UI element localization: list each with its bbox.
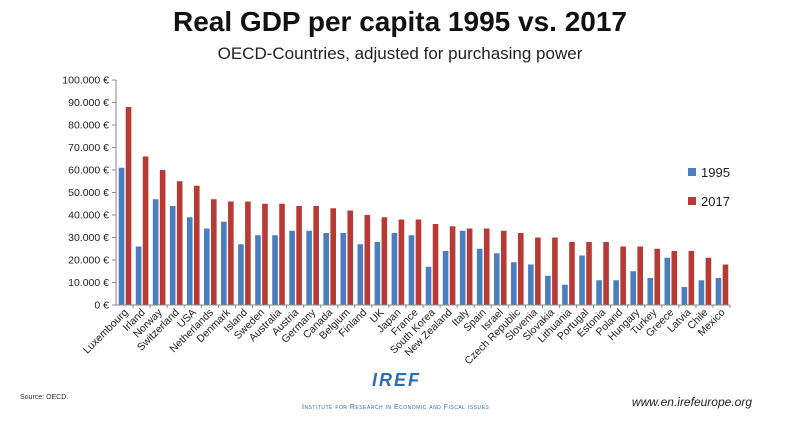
bar-1995 <box>118 167 125 305</box>
bar-2017 <box>228 201 234 305</box>
bar-1995 <box>255 235 261 305</box>
bar-1995 <box>272 235 278 305</box>
bar-2017 <box>671 251 678 305</box>
bar-1995 <box>374 242 381 305</box>
y-tick-label: 20.000 € <box>68 255 109 267</box>
bar-1995 <box>238 244 244 305</box>
bar-1995 <box>647 278 654 305</box>
website-link[interactable]: www.en.irefeurope.org <box>631 395 752 409</box>
bar-2017 <box>193 185 200 305</box>
bar-2017 <box>552 237 558 305</box>
x-tick-label: Luxembourg <box>81 307 131 357</box>
bars <box>118 107 729 305</box>
bar-2017 <box>381 217 388 305</box>
iref-logo: IREF <box>372 370 422 390</box>
bar-1995 <box>613 280 619 305</box>
bar-1995 <box>545 275 551 305</box>
bar-2017 <box>637 246 643 305</box>
legend-swatch <box>688 168 696 176</box>
legend-swatch <box>688 197 696 205</box>
bar-2017 <box>262 203 268 305</box>
bar-1995 <box>442 251 449 305</box>
bar-2017 <box>313 206 319 305</box>
y-tick-label: 50.000 € <box>68 187 109 199</box>
bar-2017 <box>500 230 507 305</box>
bar-1995 <box>493 253 500 305</box>
bar-2017 <box>466 228 473 305</box>
bar-2017 <box>364 215 371 305</box>
bar-1995 <box>204 228 210 305</box>
bar-1995 <box>323 233 329 305</box>
bar-1995 <box>357 244 364 305</box>
bar-2017 <box>483 228 490 305</box>
bar-2017 <box>654 248 661 305</box>
bar-2017 <box>398 219 405 305</box>
bar-1995 <box>528 264 534 305</box>
bar-2017 <box>330 208 336 305</box>
bar-2017 <box>347 210 354 305</box>
institute-name: Institute for Research in Economic and F… <box>302 404 490 411</box>
y-tick-label: 100.000 € <box>62 75 109 87</box>
bar-1995 <box>408 235 415 305</box>
y-tick-label: 60.000 € <box>68 165 109 177</box>
bar-2017 <box>176 181 183 305</box>
y-tick-label: 0 € <box>94 300 109 312</box>
legend: 1995 2017 <box>688 165 730 209</box>
legend-label: 2017 <box>701 194 730 209</box>
bar-1995 <box>630 271 636 305</box>
bar-1995 <box>459 230 466 305</box>
bar-2017 <box>125 107 132 305</box>
bar-2017 <box>705 257 712 305</box>
bar-1995 <box>681 287 688 305</box>
bar-1995 <box>152 199 159 305</box>
bar-2017 <box>159 170 166 305</box>
bar-1995 <box>476 248 483 305</box>
y-tick-label: 10.000 € <box>68 277 109 289</box>
bar-1995 <box>169 206 176 305</box>
bar-2017 <box>586 242 592 305</box>
bar-2017 <box>535 237 541 305</box>
x-axis: LuxembourgIrlandNorwaySwitzerlandUSANeth… <box>81 304 731 367</box>
bar-2017 <box>279 203 285 305</box>
bar-2017 <box>620 246 626 305</box>
bar-1995 <box>596 280 602 305</box>
bar-2017 <box>688 251 695 305</box>
bar-2017 <box>432 224 439 305</box>
bar-2017 <box>245 201 251 305</box>
bar-1995 <box>425 266 432 305</box>
y-tick-label: 30.000 € <box>68 232 109 244</box>
bar-2017 <box>569 242 575 305</box>
y-tick-label: 90.000 € <box>68 97 109 109</box>
y-axis: 0 € 10.000 € 20.000 € 30.000 € 40.000 € 50.00… <box>62 75 117 312</box>
bar-1995 <box>340 233 347 305</box>
bar-1995 <box>306 230 312 305</box>
bar-2017 <box>603 242 609 305</box>
bar-1995 <box>135 246 142 305</box>
bar-1995 <box>289 230 295 305</box>
legend-label: 1995 <box>701 165 730 180</box>
bar-1995 <box>186 217 193 305</box>
bar-1995 <box>511 262 517 305</box>
bar-1995 <box>715 278 722 305</box>
bar-2017 <box>722 264 729 305</box>
y-tick-label: 80.000 € <box>68 120 109 132</box>
bar-1995 <box>579 255 585 305</box>
y-tick-label: 70.000 € <box>68 142 109 154</box>
source-note: Source: OECD. <box>20 394 69 401</box>
bar-1995 <box>698 280 705 305</box>
bar-2017 <box>142 156 149 305</box>
bar-1995 <box>664 257 671 305</box>
bar-2017 <box>449 226 456 305</box>
bar-1995 <box>562 284 568 305</box>
chart-title: Real GDP per capita 1995 vs. 2017 <box>173 6 627 37</box>
bar-1995 <box>391 233 398 305</box>
bar-2017 <box>518 233 524 305</box>
y-tick-label: 40.000 € <box>68 210 109 222</box>
bar-1995 <box>221 221 227 305</box>
chart-subtitle: OECD-Countries, adjusted for purchasing … <box>217 44 583 63</box>
bar-2017 <box>296 206 302 305</box>
bar-2017 <box>415 219 422 305</box>
bar-2017 <box>211 199 217 305</box>
